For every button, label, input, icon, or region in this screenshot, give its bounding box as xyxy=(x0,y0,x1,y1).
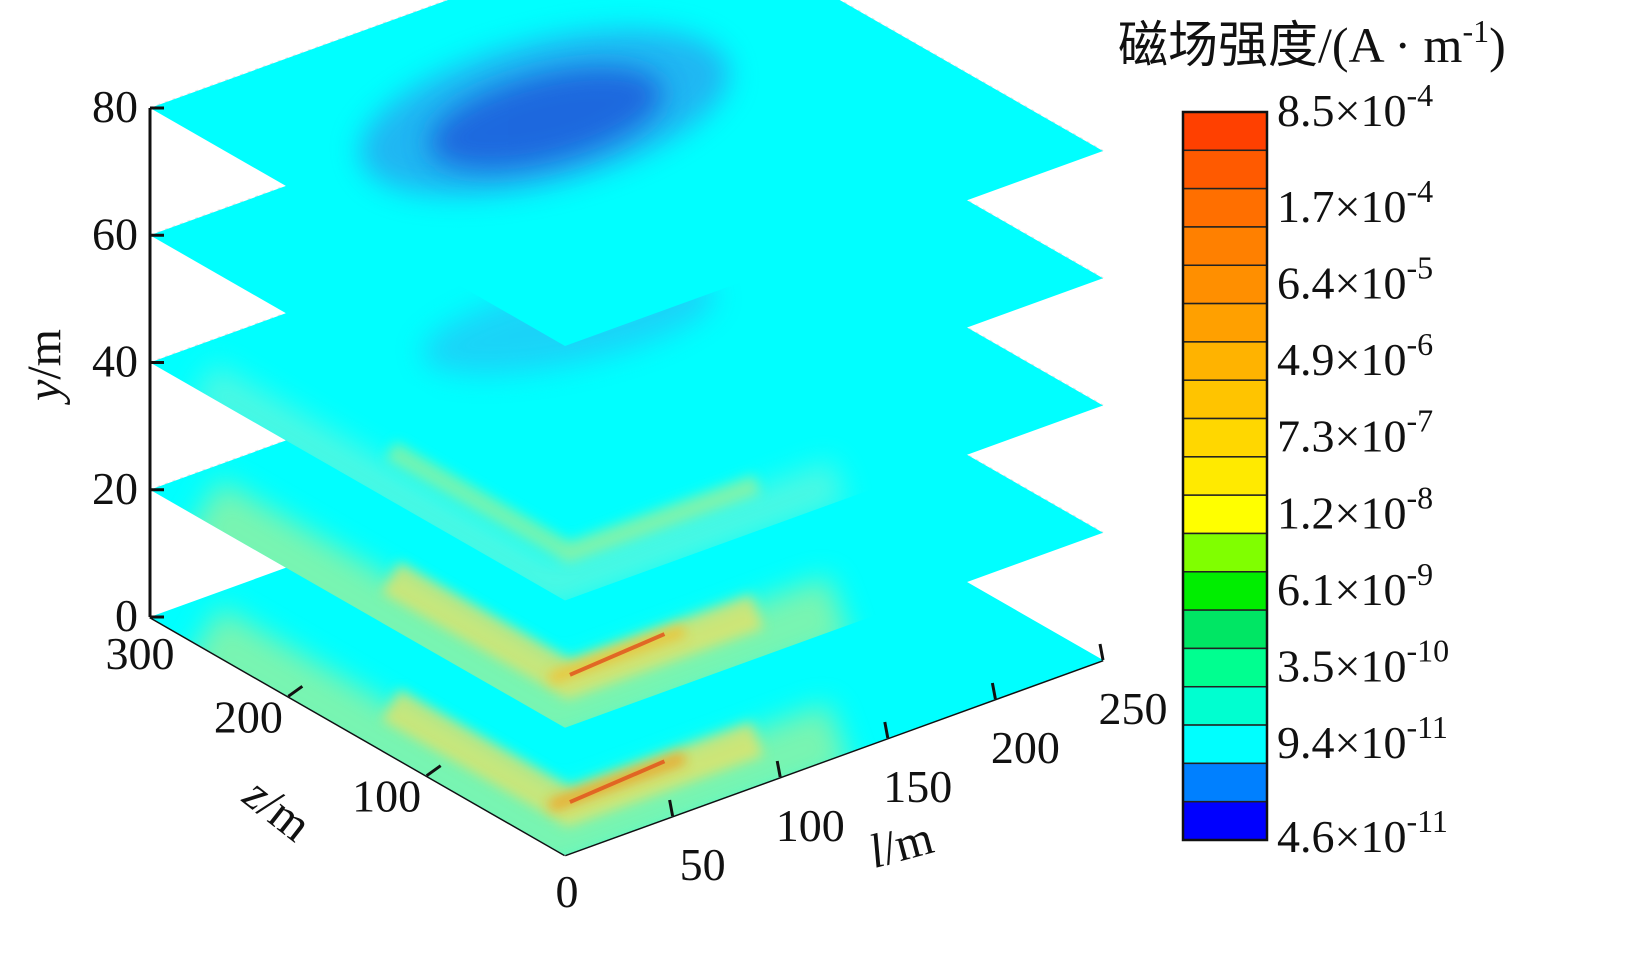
l-tick-label: 100 xyxy=(776,800,845,851)
colorbar-band xyxy=(1182,302,1268,343)
z-tick-mark xyxy=(287,685,304,698)
y-tick-label: 60 xyxy=(92,208,138,259)
z-tick-label: 0 xyxy=(556,866,579,917)
colorbar-labels: 8.5×10-4 1.7×10-4 6.4×10-5 4.9×10-6 7.3×10-7… xyxy=(1277,77,1449,862)
slice-feature xyxy=(184,479,853,728)
colorbar-band xyxy=(1182,456,1268,496)
colorbar: 磁场强度/(A · m-1) 8.5×10-4 1.7×10-4 6.4×10-5 4… xyxy=(1118,13,1506,862)
colorbar-tick-label: 1.2×10-8 xyxy=(1277,479,1433,538)
colorbar-tick-label: 4.6×10-11 xyxy=(1277,803,1448,862)
colorbar-band xyxy=(1182,762,1268,803)
colorbar-band xyxy=(1182,187,1268,228)
z-tick-mark xyxy=(425,764,442,777)
colorbar-tick-label: 1.7×10-4 xyxy=(1277,173,1433,232)
l-tick-label: 200 xyxy=(991,722,1060,773)
colorbar-tick-label: 7.3×10-7 xyxy=(1277,403,1433,462)
y-axis-label: y/m xyxy=(18,329,71,406)
l-tick-mark xyxy=(883,721,890,739)
l-tick-mark xyxy=(775,760,782,778)
colorbar-frame xyxy=(1181,110,1269,842)
slice-planes xyxy=(150,0,1103,855)
l-tick-label: 150 xyxy=(883,761,952,812)
colorbar-bands xyxy=(1181,110,1269,842)
slice-feature xyxy=(359,29,730,197)
l-tick-mark xyxy=(668,799,675,817)
colorbar-tick-label: 6.4×10-5 xyxy=(1277,249,1433,308)
colorbar-band xyxy=(1182,532,1268,573)
colorbar-tick-label: 4.9×10-6 xyxy=(1277,326,1433,385)
colorbar-band xyxy=(1182,379,1268,420)
slice-y-80 xyxy=(150,0,1103,346)
colorbar-title: 磁场强度/(A · m-1) xyxy=(1118,13,1506,73)
z-tick-label: 300 xyxy=(106,628,175,679)
colorbar-band xyxy=(1182,417,1268,458)
y-tick-label: 20 xyxy=(92,463,138,514)
colorbar-band xyxy=(1182,800,1268,841)
l-axis-label: l/m xyxy=(863,811,939,879)
colorbar-tick-label: 3.5×10-10 xyxy=(1277,633,1449,692)
colorbar-band xyxy=(1182,609,1268,650)
l-tick-label: 250 xyxy=(1099,683,1168,734)
l-tick-mark xyxy=(1098,643,1105,661)
slice-feature xyxy=(184,606,853,855)
z-tick-label: 100 xyxy=(352,771,421,822)
y-tick-label: 40 xyxy=(92,336,138,387)
z-axis-label: z/m xyxy=(233,767,321,852)
colorbar-band xyxy=(1182,494,1268,535)
y-tick-label: 80 xyxy=(92,81,138,132)
l-tick-mark xyxy=(990,682,997,700)
colorbar-band xyxy=(1182,226,1268,267)
slice-feature xyxy=(190,362,848,601)
colorbar-band xyxy=(1182,111,1268,152)
z-axis-ticks: 0 100 200 300 xyxy=(106,628,579,917)
z-tick-label: 200 xyxy=(214,691,283,742)
y-axis-ticks: 0 20 40 60 80 xyxy=(92,81,164,641)
colorbar-band xyxy=(1182,724,1268,765)
slice-plane xyxy=(150,0,1103,346)
colorbar-tick-label: 6.1×10-9 xyxy=(1277,556,1433,615)
colorbar-band xyxy=(1182,647,1268,688)
y-tick-label: 0 xyxy=(115,590,138,641)
colorbar-tick-label: 9.4×10-11 xyxy=(1277,709,1448,768)
colorbar-tick-label: 8.5×10-4 xyxy=(1277,77,1433,136)
l-axis-ticks: 50 100 150 200 250 xyxy=(668,643,1168,890)
colorbar-band xyxy=(1182,571,1268,611)
l-tick-label: 50 xyxy=(680,839,726,890)
colorbar-band xyxy=(1182,149,1268,190)
colorbar-band xyxy=(1182,264,1268,305)
colorbar-band xyxy=(1182,685,1268,726)
colorbar-band xyxy=(1182,341,1268,381)
